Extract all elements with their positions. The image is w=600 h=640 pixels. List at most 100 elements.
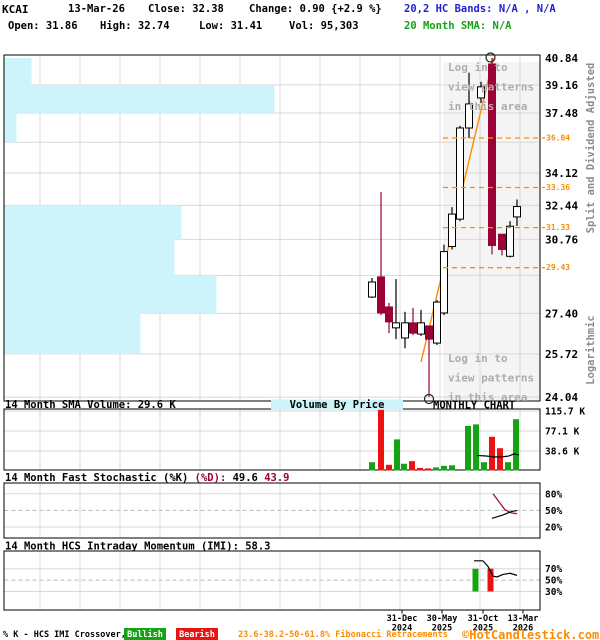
- stochastic-axis-label: 80%: [545, 489, 562, 500]
- legend-crossover-text: % K - HCS IMI Crossover,: [3, 630, 126, 640]
- volume-sma-title: 14 Month SMA Volume: 29.6 K: [5, 399, 176, 411]
- login-overlay-text: in this area: [448, 391, 527, 404]
- header-sma20: 20 Month SMA: N/A: [404, 20, 512, 32]
- stochastic-axis-label: 50%: [545, 506, 562, 517]
- fibonacci-level-label: 33.36: [546, 183, 570, 192]
- legend-fibonacci-text: 23.6-38.2-50-61.8% Fibonacci Retracement…: [238, 629, 448, 640]
- candlestick-body: [513, 206, 521, 218]
- volume-sma-line: [476, 453, 520, 458]
- fibonacci-level-label: 31.33: [546, 223, 570, 232]
- axis-note-adjusted: Split and Dividend Adjusted: [585, 63, 597, 234]
- volume-bar: [505, 462, 511, 471]
- price-axis-label: 40.84: [545, 52, 578, 65]
- candlestick-body: [417, 322, 425, 335]
- volume-by-price-legend: [271, 399, 403, 410]
- volume-bar: [369, 462, 375, 471]
- candlestick-body: [456, 127, 464, 220]
- price-axis-label: 39.16: [545, 79, 578, 92]
- axis-note-logarithmic: Logarithmic: [585, 315, 597, 385]
- imi-signal-bar-bullish: [472, 568, 479, 592]
- price-axis-label: 34.12: [545, 167, 578, 180]
- volume-bar: [386, 464, 392, 471]
- legend-bullish-badge: [124, 628, 166, 640]
- header-high: High: 32.74: [100, 20, 170, 32]
- login-overlay-text: view patterns: [448, 372, 534, 385]
- price-axis-label: 27.40: [545, 307, 578, 320]
- candlestick-body: [392, 322, 400, 329]
- x-axis-date-label: 30-May: [427, 614, 458, 624]
- volume-bar: [489, 436, 495, 471]
- candlestick-body: [368, 281, 376, 298]
- volume-bar: [425, 468, 431, 471]
- legend-bearish-badge: [176, 628, 218, 640]
- candlestick-body: [477, 86, 485, 99]
- candlestick-body: [448, 213, 456, 248]
- volume-bar: [473, 424, 479, 471]
- volume-bar: [481, 462, 487, 471]
- volume-axis-label: 77.1 K: [545, 427, 580, 438]
- login-overlay-text: in this area: [448, 100, 527, 113]
- login-overlay-text: Log in to: [448, 352, 508, 365]
- volume-bar: [378, 409, 384, 471]
- header-volume: Vol: 95,303: [289, 20, 359, 32]
- x-axis-year-label: 2025: [473, 624, 493, 634]
- fibonacci-level-label: 29.43: [546, 263, 570, 272]
- volume-by-price-band: [4, 112, 17, 143]
- candlestick-body: [401, 322, 409, 339]
- price-axis-label: 37.48: [545, 107, 578, 120]
- fibonacci-level-label: 36.04: [546, 134, 570, 143]
- price-axis-label: 25.72: [545, 348, 578, 361]
- candlestick-body: [488, 63, 496, 246]
- imi-line: [474, 560, 518, 578]
- volume-bar: [417, 467, 423, 471]
- header-date: 13-Mar-26: [68, 3, 125, 15]
- header-hc-bands: 20,2 HC Bands: N/A , N/A: [404, 3, 556, 15]
- volume-by-price-label: Volume By Price: [290, 399, 385, 411]
- vol-panel: [3, 408, 541, 471]
- volume-bar: [513, 419, 519, 471]
- volume-bar: [394, 439, 400, 471]
- legend-bullish-label: Bullish: [127, 629, 163, 640]
- candlestick-body: [465, 103, 473, 129]
- stochastic-title: 14 Month Fast Stochastic (%K) (%D): 49.6…: [5, 472, 289, 484]
- pattern-marker-circle: [485, 52, 496, 63]
- imi-axis-label: 30%: [545, 587, 562, 598]
- volume-by-price-band: [4, 205, 182, 240]
- volume-by-price-band: [4, 84, 275, 113]
- volume-bar: [433, 467, 439, 471]
- x-axis-date-label: 13-Mar: [508, 614, 539, 624]
- price-axis-label: 30.76: [545, 233, 578, 246]
- header-open: Open: 31.86: [8, 20, 78, 32]
- x-axis-year-label: 2024: [392, 624, 412, 634]
- candlestick-body: [506, 225, 514, 257]
- ticker-symbol: KCAI: [2, 3, 29, 16]
- login-overlay-text: view patterns: [448, 81, 534, 94]
- price-axis-label: 32.44: [545, 199, 578, 212]
- timeframe-label: MONTHLY CHART: [433, 400, 515, 412]
- candlestick-body: [385, 306, 393, 323]
- legend-bearish-label: Bearish: [179, 629, 215, 640]
- stochastic-axis-label: 20%: [545, 522, 562, 533]
- header-change: Change: 0.90 {+2.9 %}: [249, 3, 382, 15]
- pattern-marker-circle: [423, 393, 435, 405]
- login-overlay-text: Log in to: [448, 61, 508, 74]
- volume-bar: [401, 463, 407, 471]
- volume-bar: [497, 448, 503, 471]
- imi-axis-label: 50%: [545, 576, 562, 587]
- volume-bar: [465, 425, 471, 471]
- candlestick-body: [377, 276, 385, 314]
- volume-axis-label: 38.6 K: [545, 447, 580, 458]
- volume-by-price-band: [4, 275, 217, 314]
- volume-by-price-band: [4, 313, 141, 354]
- candlestick-body: [409, 322, 417, 334]
- x-axis-year-label: 2026: [513, 624, 533, 634]
- header-close: Close: 32.38: [148, 3, 224, 15]
- x-axis-year-label: 2025: [432, 624, 452, 634]
- volume-axis-label: 115.7 K: [545, 407, 585, 418]
- volume-by-price-band: [4, 58, 32, 85]
- copyright-watermark: ©HotCandlestick.com: [462, 628, 599, 640]
- price-axis-label: 24.04: [545, 391, 578, 404]
- imi-signal-bar-bearish: [487, 568, 494, 592]
- volume-bar: [409, 461, 415, 471]
